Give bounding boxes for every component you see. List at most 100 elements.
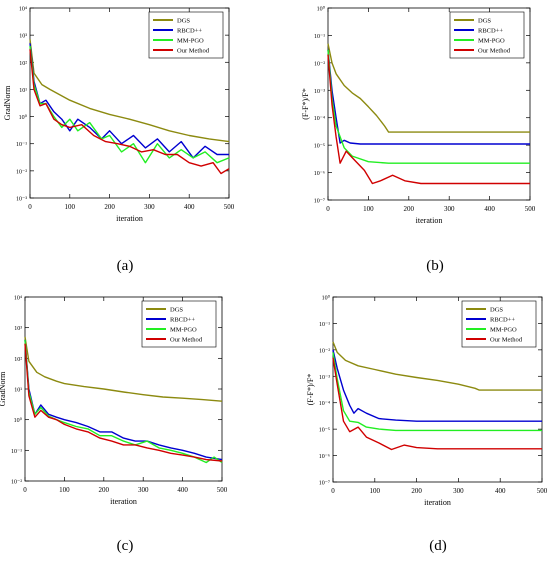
y-tick-label: 10⁰: [322, 295, 331, 302]
series-line: [332, 341, 542, 391]
x-tick-label: 0: [326, 205, 330, 213]
x-tick-label: 200: [404, 205, 415, 213]
x-tick-label: 100: [370, 487, 381, 495]
chart-svg-c: 0 100 200 300 400 500 10⁻² 10⁻¹ 10⁰ 10¹ 10² 10³ 10⁴ i…: [0, 296, 228, 507]
legend-label: RBCD++: [478, 28, 503, 35]
y-tick-label: 10⁻⁴: [319, 401, 330, 407]
chart-panel-c: 0 100 200 300 400 500 10⁻² 10⁻¹ 10⁰ 10¹ 10² 10³ 10⁴ i…: [0, 283, 275, 566]
x-tick-label: 100: [363, 205, 374, 213]
y-tick-label: 10¹: [14, 388, 22, 394]
legend-label: Our Method: [490, 337, 523, 344]
y-tick-label: 10²: [19, 61, 27, 67]
x-tick-label: 500: [217, 486, 228, 494]
y-tick-label: 10⁻⁵: [319, 428, 330, 434]
series-line: [327, 43, 530, 133]
x-tick-label: 300: [453, 487, 464, 495]
legend-label: MM-PGO: [170, 327, 197, 334]
chart-svg-d: 0 100 200 300 400 500 10⁻⁷ 10⁻⁶ 10⁻⁵ 10⁻⁴ 10⁻³ 10⁻²…: [306, 295, 548, 508]
y-tick-label: 10⁰: [317, 6, 326, 13]
y-tick-label: 10⁻¹: [319, 322, 330, 328]
y-tick-label: 10⁻¹: [11, 449, 22, 455]
y-tick-label: 10⁻¹: [314, 34, 325, 40]
x-tick-label: 0: [23, 486, 27, 494]
y-tick-label: 10⁻²: [16, 169, 27, 175]
x-tick-label: 500: [537, 487, 548, 495]
x-tick-label: 100: [65, 203, 76, 211]
caption-a: (a): [116, 258, 134, 274]
x-axis-label: iteration: [424, 498, 451, 507]
x-tick-label: 300: [138, 486, 149, 494]
y-tick-label: 10⁰: [19, 114, 28, 121]
legend-label: DGS: [490, 307, 503, 314]
series-line: [29, 49, 230, 175]
x-tick-label: 400: [495, 487, 506, 495]
series-line: [332, 352, 542, 432]
legend-label: Our Method: [177, 48, 210, 55]
x-tick-label: 0: [28, 203, 32, 211]
y-tick-label: 10⁻⁵: [314, 144, 325, 150]
legend-label: Our Method: [170, 337, 203, 344]
legend-label: DGS: [177, 18, 190, 25]
chart-panel-d: 0 100 200 300 400 500 10⁻⁷ 10⁻⁶ 10⁻⁵ 10⁻⁴ 10⁻³ 10⁻²…: [275, 283, 550, 566]
legend-label: MM-PGO: [478, 38, 505, 45]
series-line: [332, 349, 542, 422]
series-line: [24, 343, 223, 462]
x-tick-label: 500: [525, 205, 536, 213]
plot-frame: [327, 7, 531, 201]
legend-label: Our Method: [478, 48, 511, 55]
y-tick-label: 10⁻²: [314, 61, 325, 67]
x-axis-label: iteration: [416, 216, 443, 225]
series-line: [24, 339, 223, 461]
y-tick-label: 10⁻⁷: [314, 199, 325, 205]
y-tick-label: 10¹: [19, 88, 27, 94]
series-line: [29, 39, 230, 143]
y-tick-label: 10⁻⁴: [314, 116, 325, 122]
y-axis-label: GradNorm: [0, 371, 7, 406]
series-line: [29, 45, 230, 164]
y-tick-label: 10⁻³: [314, 89, 325, 95]
chart-panel-b: 0 100 200 300 400 500 10⁻⁷ 10⁻⁶ 10⁻⁵ 10⁻⁴ 10⁻³ 10⁻²…: [275, 0, 550, 283]
y-tick-label: 10⁻⁶: [314, 171, 325, 177]
x-tick-label: 400: [484, 205, 495, 213]
y-tick-label: 10³: [14, 326, 22, 332]
y-tick-label: 10⁻²: [11, 480, 22, 486]
x-tick-label: 300: [444, 205, 455, 213]
x-axis-label: iteration: [110, 497, 137, 506]
x-tick-label: 400: [177, 486, 188, 494]
x-tick-label: 100: [59, 486, 70, 494]
legend-label: MM-PGO: [177, 38, 204, 45]
series-line: [24, 336, 223, 402]
chart-svg-b: 0 100 200 300 400 500 10⁻⁷ 10⁻⁶ 10⁻⁵ 10⁻⁴ 10⁻³ 10⁻²…: [301, 6, 536, 226]
chart-svg-a: 0 100 200 300 400 500 10⁻³ 10⁻² 10⁻¹ 10⁰ 10¹ 10² 10³…: [3, 7, 235, 224]
x-tick-label: 200: [411, 487, 422, 495]
legend-label: DGS: [170, 307, 183, 314]
legend-label: DGS: [478, 18, 491, 25]
y-tick-label: 10⁻⁷: [319, 481, 330, 487]
series-line: [327, 49, 530, 164]
caption-b: (b): [426, 258, 444, 274]
caption-d: (d): [429, 538, 447, 554]
x-tick-label: 500: [224, 203, 235, 211]
legend-label: MM-PGO: [490, 327, 517, 334]
y-tick-label: 10⁴: [19, 7, 27, 13]
series-line: [332, 357, 542, 451]
legend-label: RBCD++: [177, 28, 202, 35]
y-axis-label: (F-F*)/F*: [301, 88, 310, 120]
y-tick-label: 10⁻⁶: [319, 454, 330, 460]
y-tick-label: 10⁻²: [319, 348, 330, 354]
y-tick-label: 10²: [14, 357, 22, 363]
y-tick-label: 10⁴: [14, 296, 22, 302]
series-line: [24, 339, 223, 464]
x-tick-label: 200: [99, 486, 110, 494]
y-tick-label: 10⁻¹: [16, 142, 27, 148]
x-axis-label: iteration: [116, 214, 143, 223]
x-tick-label: 200: [104, 203, 115, 211]
series-line: [327, 54, 530, 185]
x-tick-label: 400: [184, 203, 195, 211]
y-tick-label: 10⁻³: [16, 197, 27, 203]
plot-frame: [29, 7, 230, 199]
y-tick-label: 10⁰: [14, 417, 23, 424]
x-tick-label: 0: [331, 487, 335, 495]
series-line: [327, 49, 530, 145]
y-axis-label: (F-F*)/F*: [306, 374, 315, 406]
